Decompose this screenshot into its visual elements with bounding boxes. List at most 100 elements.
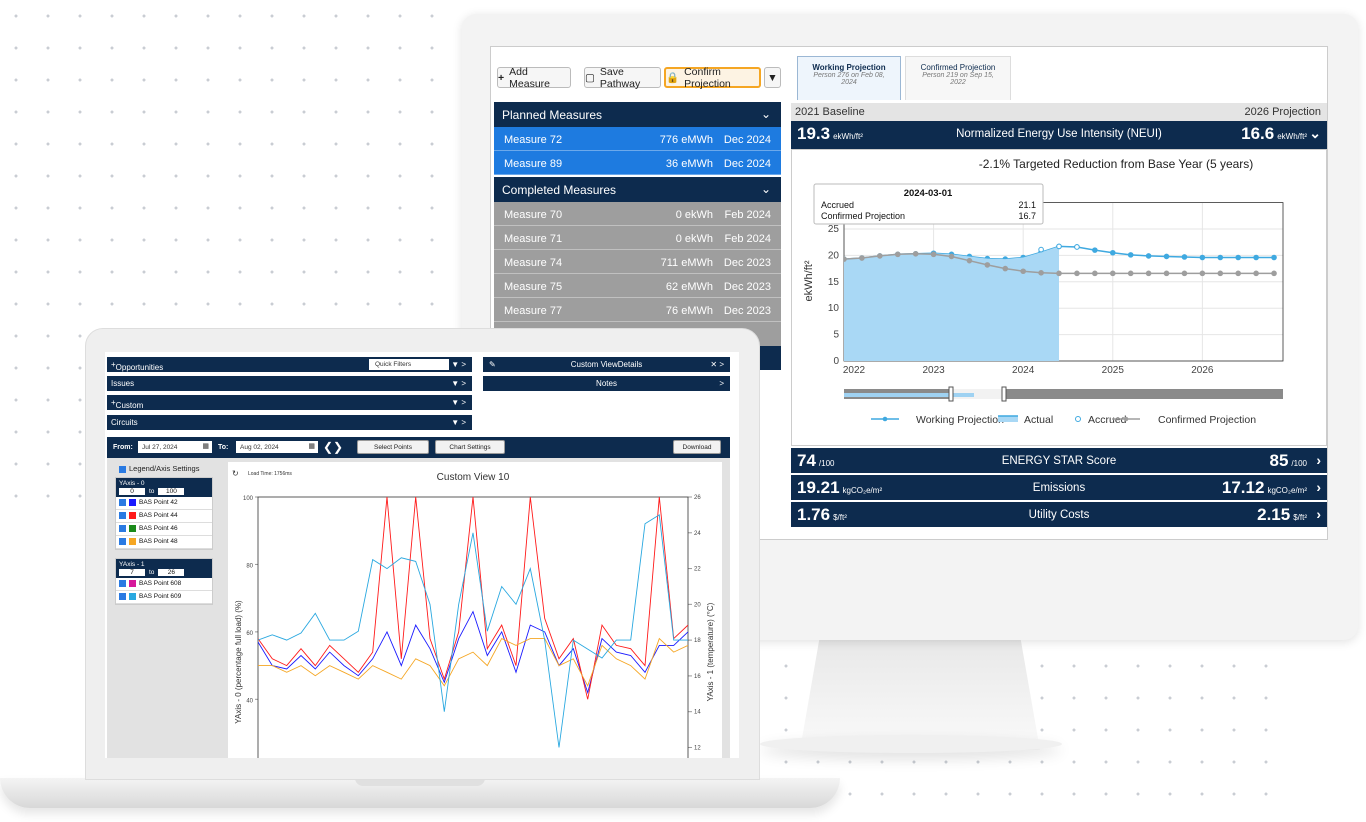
legend-item[interactable]: Actual (998, 414, 1053, 426)
tab[interactable]: Confirmed Projection Person 219 on Sep 1… (905, 56, 1011, 100)
date-input[interactable]: Aug 02, 2024 ▦ (236, 441, 318, 453)
button-label: Chart Settings (449, 443, 491, 451)
metric-value: 19.3 (797, 124, 831, 143)
legend-point[interactable]: BAS Point 609 (116, 591, 212, 604)
tooltip-date: 2024-03-01 (904, 188, 953, 199)
checkbox (119, 580, 126, 587)
axis-min[interactable]: 7 (119, 569, 145, 576)
legend-item[interactable]: Working Projection (871, 414, 1004, 426)
chart-title: -2.1% Targeted Reduction from Base Year … (979, 157, 1254, 171)
metric-name: Utility Costs (1028, 509, 1090, 521)
legend-label: Confirmed Projection (1158, 414, 1256, 426)
span: ▼ > (451, 360, 466, 369)
axis-max[interactable]: 26 (158, 569, 185, 576)
line (258, 637, 688, 687)
button-label: Select Points (374, 443, 412, 451)
nav-label: Notes (596, 379, 617, 388)
select-points-button[interactable]: Select Points (357, 440, 429, 454)
legend-label: Working Projection (916, 414, 1004, 426)
nav-row[interactable]: ✎ Custom ViewDetails ✕ > (483, 357, 730, 372)
legend-point[interactable]: BAS Point 44 (116, 510, 212, 523)
save-button[interactable]: ▢ Save Pathway (584, 66, 661, 90)
filter-label: Quick Filters (375, 361, 412, 368)
metric-bar: 19.21 kgCO₂e/m² Emissions 17.12 kgCO₂e/m² › (791, 475, 1327, 500)
measure-row[interactable]: Measure 71 0 ekWh Feb 2024 (494, 226, 781, 250)
legend-label: Accrued (1088, 414, 1127, 426)
chevron: ⌄ (760, 107, 771, 121)
marker (1181, 254, 1188, 260)
filter-button[interactable]: ▼ (764, 67, 781, 88)
marker (1181, 270, 1188, 277)
measure-date: Dec 2024 (723, 158, 771, 170)
nav-row[interactable]: + Custom Views ▼ > (107, 395, 472, 419)
measure-name: Measure 89 (504, 158, 563, 170)
measure-row[interactable]: Measure 74 711 eMWh Dec 2023 (494, 250, 781, 274)
date-input[interactable]: Jul 27, 2024 ▦ (138, 441, 212, 453)
range-track (844, 389, 1283, 399)
measure-row[interactable]: Measure 75 62 eMWh Dec 2023 (494, 274, 781, 298)
axis-max[interactable]: 100 (158, 488, 185, 495)
range-handle[interactable] (948, 386, 954, 402)
measure-energy: 36 eMWh (665, 158, 713, 170)
tab[interactable]: Working Projection Person 276 on Feb 08,… (797, 56, 901, 100)
chevron: ⌄ (1309, 125, 1321, 141)
monitor-stand (800, 640, 1040, 750)
marker (844, 256, 847, 262)
y-axis-label: ekWh/ft² (803, 260, 815, 301)
measure-row[interactable]: Measure 89 36 eMWh Dec 2024 (494, 151, 781, 175)
confirm-button[interactable]: 🔒 Confirm Projection (664, 66, 761, 90)
tab-title: Working Projection (812, 63, 886, 72)
add-button[interactable]: + Add Measure (497, 66, 571, 90)
legend-swatch (129, 580, 136, 587)
chart-settings-button[interactable]: Chart Settings (435, 440, 505, 454)
download-button[interactable]: Download (673, 440, 721, 454)
x-tick-label: 2022 (843, 365, 866, 376)
nav-arrows[interactable]: ❮❯ (323, 440, 344, 454)
nav-row[interactable]: Circuits ▼ > (107, 415, 472, 430)
metric-base: 19.3 ekWh/ft² (797, 124, 863, 144)
measure-row[interactable]: Measure 70 0 ekWh Feb 2024 (494, 202, 781, 226)
axis-to: to (149, 569, 155, 576)
chart-title: Custom View 10 (437, 472, 510, 483)
nav-row[interactable]: Notes > (483, 376, 730, 391)
measure-energy: 62 eMWh (665, 281, 713, 293)
y2-tick-label: 24 (694, 531, 701, 537)
legend-point[interactable]: BAS Point 46 (116, 523, 212, 536)
measure-date: Dec 2023 (723, 305, 771, 317)
legend-point[interactable]: BAS Point 42 (116, 497, 212, 510)
nav-row[interactable]: + Opportunities Quick Filters ▼ > (107, 357, 472, 372)
y2-tick-label: 22 (694, 567, 701, 573)
measure-date: Dec 2023 (723, 257, 771, 269)
tooltip-value: 16.7 (1018, 211, 1036, 221)
checkbox (119, 593, 126, 600)
plot (258, 497, 688, 748)
measure-date: Feb 2024 (724, 209, 771, 221)
nav-label: Issues (111, 379, 135, 388)
range-handle[interactable] (1001, 386, 1007, 402)
measure-row[interactable]: Measure 72 776 eMWh Dec 2024 (494, 127, 781, 151)
legend-item[interactable]: Accrued (1075, 414, 1127, 426)
plot (844, 243, 1277, 361)
metric-value: 74 (797, 451, 816, 470)
legend-label: BAS Point 46 (139, 525, 178, 532)
axis-header: YAxis - 1 7 to 26 (116, 559, 212, 578)
y-tick-label: 40 (246, 698, 253, 704)
nav-row[interactable]: Issues ▼ > (107, 376, 472, 391)
span: ▼ > (451, 379, 466, 388)
quick-filters[interactable]: Quick Filters (369, 359, 449, 370)
y-tick-label: 5 (833, 330, 839, 341)
span: > (719, 379, 724, 388)
legend-item[interactable]: Confirmed Projection (1112, 414, 1256, 426)
baseline-bar: 2021 Baseline 2026 Projection (791, 103, 1327, 121)
measure-name: Measure 75 (504, 281, 563, 293)
y2-tick-label: 12 (694, 745, 701, 751)
monitor-base (760, 735, 1062, 753)
legend-point[interactable]: BAS Point 48 (116, 536, 212, 549)
measure-row[interactable]: Measure 77 76 eMWh Dec 2023 (494, 298, 781, 322)
checkbox (119, 465, 126, 473)
axis-min[interactable]: 0 (119, 488, 145, 495)
measure-date: Dec 2024 (723, 134, 771, 146)
legend-swatch (129, 538, 136, 545)
legend-point[interactable]: BAS Point 608 (116, 578, 212, 591)
